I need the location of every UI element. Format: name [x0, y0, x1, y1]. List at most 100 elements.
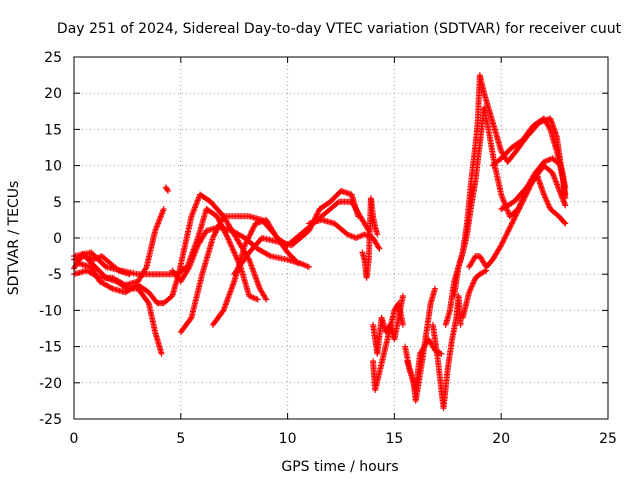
data-point — [553, 179, 560, 186]
data-point — [194, 243, 201, 250]
data-point — [298, 260, 305, 267]
data-point — [242, 240, 249, 247]
data-point — [251, 223, 258, 230]
data-point — [156, 217, 163, 224]
data-point — [195, 195, 202, 202]
data-point — [552, 177, 559, 184]
data-point — [520, 197, 527, 204]
data-point — [500, 197, 507, 204]
data-point — [250, 294, 257, 301]
data-point — [99, 279, 106, 286]
data-point — [212, 229, 219, 236]
data-point — [542, 195, 549, 202]
series-track-12 — [370, 300, 406, 394]
data-point — [468, 283, 475, 290]
data-point — [156, 216, 163, 223]
data-point — [550, 171, 557, 178]
data-point — [164, 186, 171, 193]
x-tick-label: 25 — [599, 431, 617, 447]
data-point — [157, 214, 164, 221]
data-point — [303, 262, 310, 269]
data-point — [499, 194, 506, 201]
data-point — [186, 263, 193, 270]
data-point — [215, 222, 222, 229]
data-point — [112, 276, 119, 283]
data-point — [502, 203, 509, 210]
data-point — [247, 231, 254, 238]
data-point — [544, 200, 551, 207]
data-point — [226, 239, 233, 246]
data-point — [498, 193, 505, 200]
data-point — [236, 232, 243, 239]
data-point — [352, 235, 359, 241]
series-track-20 — [498, 173, 569, 227]
data-point — [503, 203, 510, 210]
data-point — [85, 268, 92, 275]
data-point — [110, 275, 117, 282]
data-point — [153, 223, 160, 230]
data-point — [521, 194, 528, 201]
data-point — [217, 220, 224, 227]
data-point — [504, 228, 511, 235]
data-point — [498, 191, 505, 198]
data-point — [307, 223, 314, 230]
data-point — [504, 230, 511, 237]
data-point — [115, 278, 122, 285]
data-point — [542, 194, 549, 201]
data-point — [185, 265, 192, 272]
data-point — [508, 200, 515, 207]
data-point — [499, 195, 506, 202]
data-point — [507, 200, 514, 207]
data-point — [154, 221, 161, 228]
data-point — [512, 212, 519, 219]
data-point — [87, 255, 94, 262]
data-point — [550, 172, 557, 179]
data-point — [94, 254, 101, 261]
data-point — [551, 175, 558, 182]
data-point — [334, 199, 341, 206]
data-point — [160, 207, 167, 214]
axis-ticks: 0 5 10 15 20 25 25 20 15 10 5 0 -5 -10 -15 -20 -25 — [39, 50, 617, 447]
data-point — [193, 246, 200, 253]
data-point — [295, 260, 302, 267]
data-point — [84, 253, 91, 260]
series-track-23 — [71, 250, 133, 278]
data-point — [249, 227, 256, 234]
data-point — [192, 203, 199, 210]
data-point — [129, 284, 136, 291]
data-point — [106, 284, 113, 291]
data-point — [518, 200, 525, 207]
x-tick-label: 20 — [492, 431, 510, 447]
data-point — [127, 286, 134, 293]
data-point — [513, 211, 520, 218]
data-point — [555, 185, 562, 192]
data-point — [497, 243, 504, 250]
data-point — [514, 209, 521, 216]
y-tick-label: 20 — [44, 86, 62, 102]
data-point — [457, 321, 464, 328]
data-point — [225, 236, 232, 243]
data-point — [506, 224, 513, 231]
data-point — [523, 190, 530, 197]
data-point — [232, 229, 239, 236]
y-tick-label: 25 — [44, 50, 62, 66]
data-point — [300, 261, 307, 268]
data-point — [554, 181, 561, 188]
data-point — [224, 233, 231, 240]
data-point — [257, 247, 264, 254]
data-point — [258, 248, 265, 255]
data-point — [301, 262, 308, 269]
data-point — [96, 278, 103, 285]
data-point — [501, 198, 508, 205]
y-tick-label: -15 — [39, 340, 62, 356]
data-point — [219, 215, 226, 222]
data-point — [562, 202, 569, 209]
data-point — [545, 201, 552, 208]
data-point — [190, 252, 197, 259]
data-point — [213, 228, 220, 235]
data-point — [124, 287, 131, 294]
data-point — [90, 256, 97, 263]
data-point — [226, 237, 233, 244]
data-point — [245, 235, 252, 242]
data-point — [142, 265, 149, 272]
